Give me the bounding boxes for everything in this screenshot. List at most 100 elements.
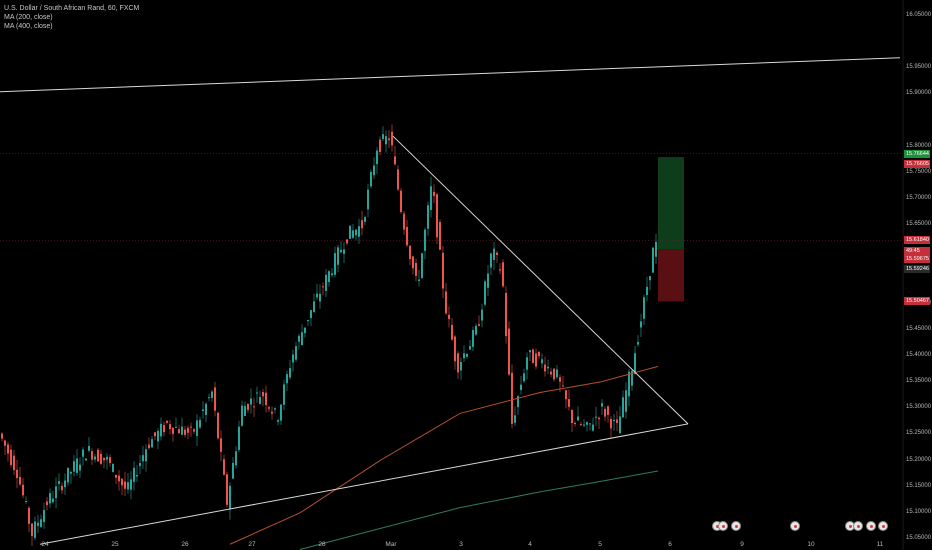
candle-body	[205, 403, 207, 415]
loss-zone	[658, 249, 684, 302]
ma400-legend: MA (400, close)	[4, 23, 53, 30]
candle-body	[262, 392, 264, 397]
event-icon[interactable]	[853, 521, 863, 531]
candle-body	[631, 370, 633, 386]
candle-body	[643, 297, 645, 319]
candle-body	[70, 471, 72, 474]
candle-body	[259, 397, 261, 404]
candle-body	[172, 427, 174, 434]
candle-body	[286, 374, 288, 384]
candle-body	[118, 475, 120, 482]
candle-body	[448, 314, 450, 320]
candle-body	[574, 423, 576, 425]
event-icon[interactable]	[878, 521, 888, 531]
candle-body	[445, 291, 447, 314]
candle-body	[589, 423, 591, 425]
candle-body	[322, 286, 324, 288]
candles	[1, 124, 657, 546]
candle-body	[394, 156, 396, 165]
candle-body	[43, 510, 45, 523]
price-tick: 15.10000	[906, 508, 932, 515]
event-icon[interactable]	[731, 521, 741, 531]
candle-body	[73, 461, 75, 472]
candle-body	[559, 377, 561, 382]
candle-body	[364, 217, 366, 222]
candle-body	[340, 249, 342, 253]
candle-body	[31, 523, 33, 537]
candle-body	[616, 419, 618, 424]
candle-body	[67, 467, 69, 483]
candle-body	[646, 286, 648, 295]
candle-body	[94, 456, 96, 460]
candle-body	[175, 426, 177, 428]
candle-body	[514, 415, 516, 423]
candle-body	[466, 353, 468, 357]
time-tick: 25	[111, 541, 119, 548]
candle-body	[235, 451, 237, 466]
candle-body	[568, 399, 570, 407]
candle-body	[316, 293, 318, 298]
time-tick: 4	[528, 541, 532, 548]
candle-body	[154, 432, 156, 437]
candle-body	[37, 522, 39, 526]
time-tick: 11	[876, 541, 884, 548]
candle-body	[577, 416, 579, 421]
candle-body	[61, 485, 63, 491]
time-tick: 24	[41, 541, 49, 548]
candle-body	[136, 475, 138, 477]
candle-body	[598, 417, 600, 420]
resistance-trendline	[0, 57, 901, 93]
candle-body	[76, 458, 78, 473]
candle-body	[493, 248, 495, 261]
candle-body	[367, 189, 369, 210]
candle-body	[604, 408, 606, 417]
candle-body	[298, 335, 300, 342]
price-badge: 49:45	[904, 247, 930, 256]
chart-legend: U.S. Dollar / South African Rand, 60, FX…	[4, 4, 139, 31]
candle-body	[430, 186, 432, 210]
candle-body	[283, 384, 285, 405]
candle-body	[412, 256, 414, 269]
time-tick: 10	[807, 541, 815, 548]
price-badge: 15.61840	[904, 236, 930, 245]
candle-body	[505, 293, 507, 337]
candle-body	[418, 279, 420, 281]
candle-body	[478, 324, 480, 326]
price-tick: 15.90000	[906, 90, 932, 97]
event-icon[interactable]	[866, 521, 876, 531]
event-icon[interactable]	[790, 521, 800, 531]
triangle-upper-line	[392, 135, 689, 425]
candle-body	[526, 357, 528, 370]
candle-body	[271, 411, 273, 414]
time-tick: 27	[248, 541, 256, 548]
candle-body	[13, 455, 15, 471]
candle-body	[346, 239, 348, 244]
candle-body	[637, 342, 639, 345]
candle-body	[607, 406, 609, 415]
candle-body	[58, 481, 60, 484]
candle-body	[541, 359, 543, 364]
candle-body	[415, 263, 417, 276]
candle-body	[166, 420, 168, 423]
candle-body	[454, 336, 456, 362]
candle-body	[163, 425, 165, 433]
candle-body	[85, 458, 87, 461]
event-icon[interactable]	[718, 521, 728, 531]
candle-body	[151, 439, 153, 448]
candle-body	[208, 397, 210, 399]
candle-body	[277, 420, 279, 422]
candle-body	[463, 353, 465, 359]
candle-body	[613, 419, 615, 422]
candle-body	[292, 354, 294, 363]
candle-body	[190, 426, 192, 428]
candle-body	[376, 150, 378, 165]
candle-body	[475, 325, 477, 335]
candle-body	[337, 247, 339, 265]
price-tick: 15.70000	[906, 194, 932, 201]
candle-body	[580, 424, 582, 426]
price-badge: 15.50467	[904, 297, 930, 306]
candle-body	[628, 371, 630, 397]
position-zones	[0, 153, 903, 302]
candle-body	[406, 226, 408, 246]
